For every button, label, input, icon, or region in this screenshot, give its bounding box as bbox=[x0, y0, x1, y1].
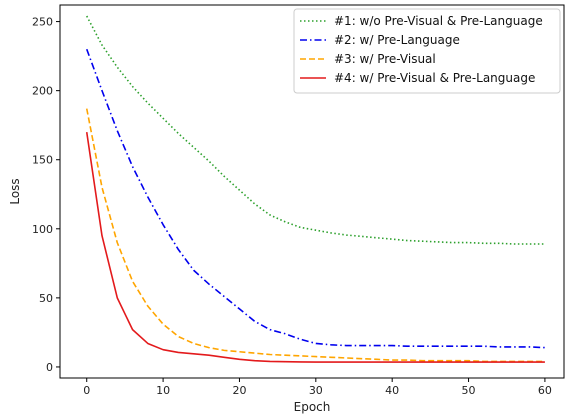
legend-box bbox=[293, 8, 561, 94]
y-tick-label: 100 bbox=[32, 223, 53, 236]
legend-label-3: #3: w/ Pre-Visual bbox=[334, 52, 436, 66]
series-layer bbox=[85, 15, 545, 363]
y-tick-label: 0 bbox=[46, 361, 53, 374]
legend-label-1: #1: w/o Pre-Visual & Pre-Language bbox=[334, 14, 543, 28]
y-tick-label: 50 bbox=[39, 292, 53, 305]
y-tick-label: 150 bbox=[32, 154, 53, 167]
series-line-3 bbox=[85, 108, 545, 363]
y-tick-label: 200 bbox=[32, 85, 53, 98]
x-tick-label: 60 bbox=[538, 384, 552, 397]
x-tick-label: 30 bbox=[309, 384, 323, 397]
legend: #1: w/o Pre-Visual & Pre-Language #2: w/ … bbox=[293, 8, 561, 94]
series-line-4 bbox=[85, 131, 545, 363]
x-tick-label: 40 bbox=[385, 384, 399, 397]
x-axis-ticks: 0 10 20 30 40 50 60 bbox=[83, 378, 552, 397]
y-axis-ticks: 0 50 100 150 200 250 bbox=[32, 16, 60, 374]
x-tick-label: 20 bbox=[232, 384, 246, 397]
y-axis-label: Loss bbox=[8, 178, 22, 204]
x-axis-label: Epoch bbox=[294, 400, 331, 414]
x-tick-label: 0 bbox=[83, 384, 90, 397]
x-tick-label: 50 bbox=[462, 384, 476, 397]
series-line-1 bbox=[86, 15, 545, 245]
plot-frame bbox=[59, 4, 565, 379]
series-line-2 bbox=[85, 48, 545, 349]
x-tick-label: 10 bbox=[156, 384, 170, 397]
legend-label-2: #2: w/ Pre-Language bbox=[334, 33, 460, 47]
y-tick-label: 250 bbox=[32, 16, 53, 29]
legend-label-4: #4: w/ Pre-Visual & Pre-Language bbox=[334, 71, 535, 85]
